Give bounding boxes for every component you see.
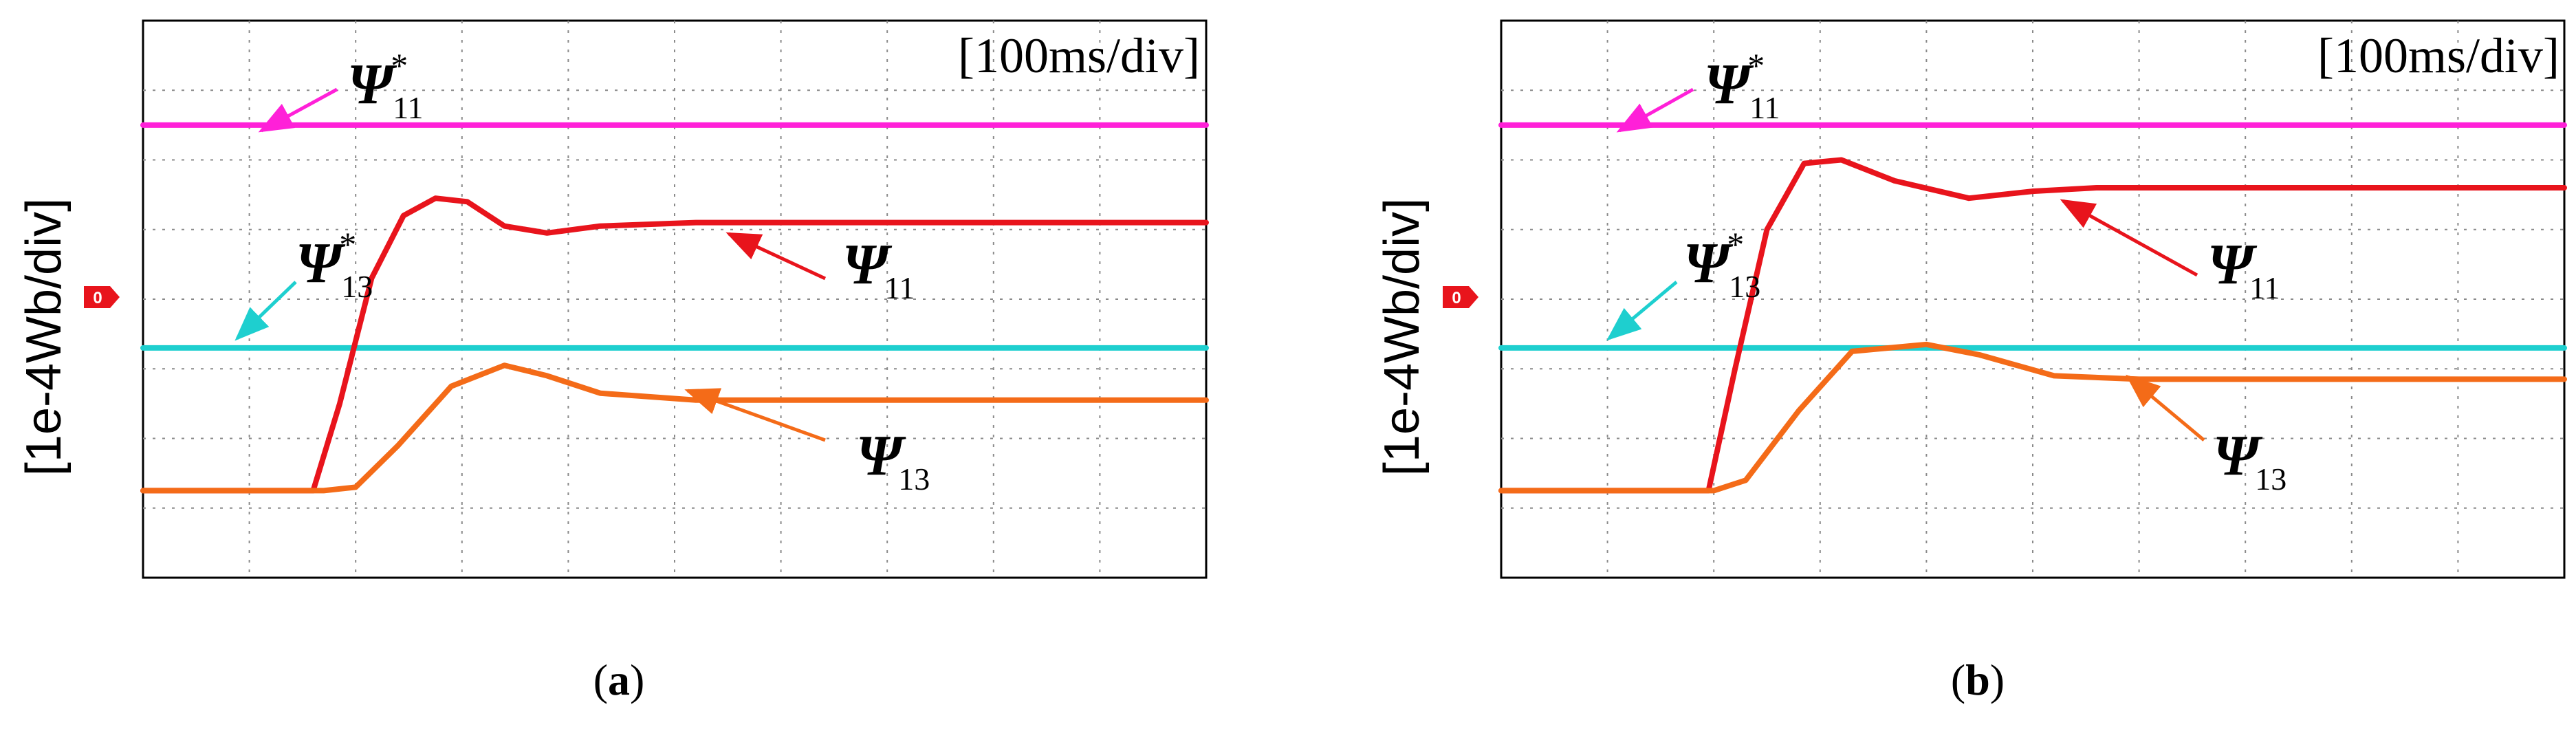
panel-b-arrow-psi11-ref bbox=[1616, 87, 1694, 133]
panel-a-caption: (a) bbox=[593, 655, 645, 704]
panel-b-zero-label: 0 bbox=[1452, 289, 1461, 307]
panel-b-label-psi11-ref: Ψ* 11 bbox=[1616, 46, 1780, 133]
panel-b-traces bbox=[1498, 122, 2567, 494]
panel-b: [1e-4Wb/div] 0 [100ms/div] Ψ* 11 Ψ* 13 Ψ11… bbox=[1375, 19, 2567, 704]
panel-b-label-psi13-ref: Ψ* 13 bbox=[1606, 225, 1760, 341]
panel-a-zero-marker: 0 bbox=[84, 286, 120, 308]
panel-a: [1e-4Wb/div] 0 [100ms/div] Ψ* 11 Ψ* 13 Ψ11… bbox=[17, 19, 1209, 704]
panel-a-zero-label: 0 bbox=[93, 289, 102, 307]
panel-b-trace-psi11 bbox=[1498, 157, 2567, 494]
panel-a-trace-psi13 bbox=[140, 362, 1209, 494]
panel-a-grid bbox=[143, 21, 1206, 578]
panel-b-timebase-label: [100ms/div] bbox=[2317, 28, 2559, 83]
panel-a-trace-psi11 bbox=[140, 195, 1209, 494]
panel-b-label-psi13: Ψ13 bbox=[2126, 374, 2286, 497]
svg-text:Ψ13: Ψ13 bbox=[2213, 424, 2286, 497]
panel-b-label-psi11: Ψ11 bbox=[2060, 199, 2280, 305]
svg-text:Ψ11: Ψ11 bbox=[842, 232, 915, 305]
panel-a-arrow-psi13 bbox=[684, 388, 826, 442]
panel-a-label-psi13-ref: Ψ* 13 bbox=[234, 225, 373, 341]
panel-a-arrow-psi11 bbox=[725, 232, 827, 281]
panel-b-trace-psi13 bbox=[1498, 341, 2567, 494]
panel-b-caption: (b) bbox=[1951, 655, 2005, 704]
panel-a-label-psi13: Ψ13 bbox=[684, 388, 930, 497]
panel-a-traces bbox=[140, 122, 1209, 494]
panel-b-arrow-psi13 bbox=[2126, 374, 2205, 442]
panel-a-arrow-psi13-ref bbox=[234, 281, 297, 341]
svg-text:Ψ*11: Ψ* 11 bbox=[1704, 46, 1780, 125]
svg-text:Ψ*13: Ψ* 13 bbox=[1683, 225, 1760, 304]
panel-b-arrow-psi11 bbox=[2060, 199, 2198, 277]
panel-b-y-axis-label: [1e-4Wb/div] bbox=[1375, 198, 1430, 476]
svg-text:Ψ11: Ψ11 bbox=[2207, 232, 2280, 305]
panel-a-label-psi11: Ψ11 bbox=[725, 232, 915, 305]
panel-a-label-psi11-ref: Ψ* 11 bbox=[258, 46, 423, 133]
zero-marker-icon bbox=[1443, 286, 1478, 308]
svg-text:Ψ*13: Ψ* 13 bbox=[296, 225, 373, 304]
panel-b-zero-marker: 0 bbox=[1443, 286, 1478, 308]
panel-a-y-axis-label: [1e-4Wb/div] bbox=[17, 198, 72, 476]
panel-a-arrow-psi11-ref bbox=[258, 87, 338, 133]
svg-text:Ψ13: Ψ13 bbox=[856, 424, 930, 497]
panel-b-arrow-psi13-ref bbox=[1606, 281, 1678, 341]
panel-b-grid bbox=[1501, 21, 2564, 578]
panel-a-timebase-label: [100ms/div] bbox=[958, 28, 1200, 83]
svg-text:Ψ*11: Ψ* 11 bbox=[347, 46, 423, 125]
zero-marker-icon bbox=[84, 286, 120, 308]
